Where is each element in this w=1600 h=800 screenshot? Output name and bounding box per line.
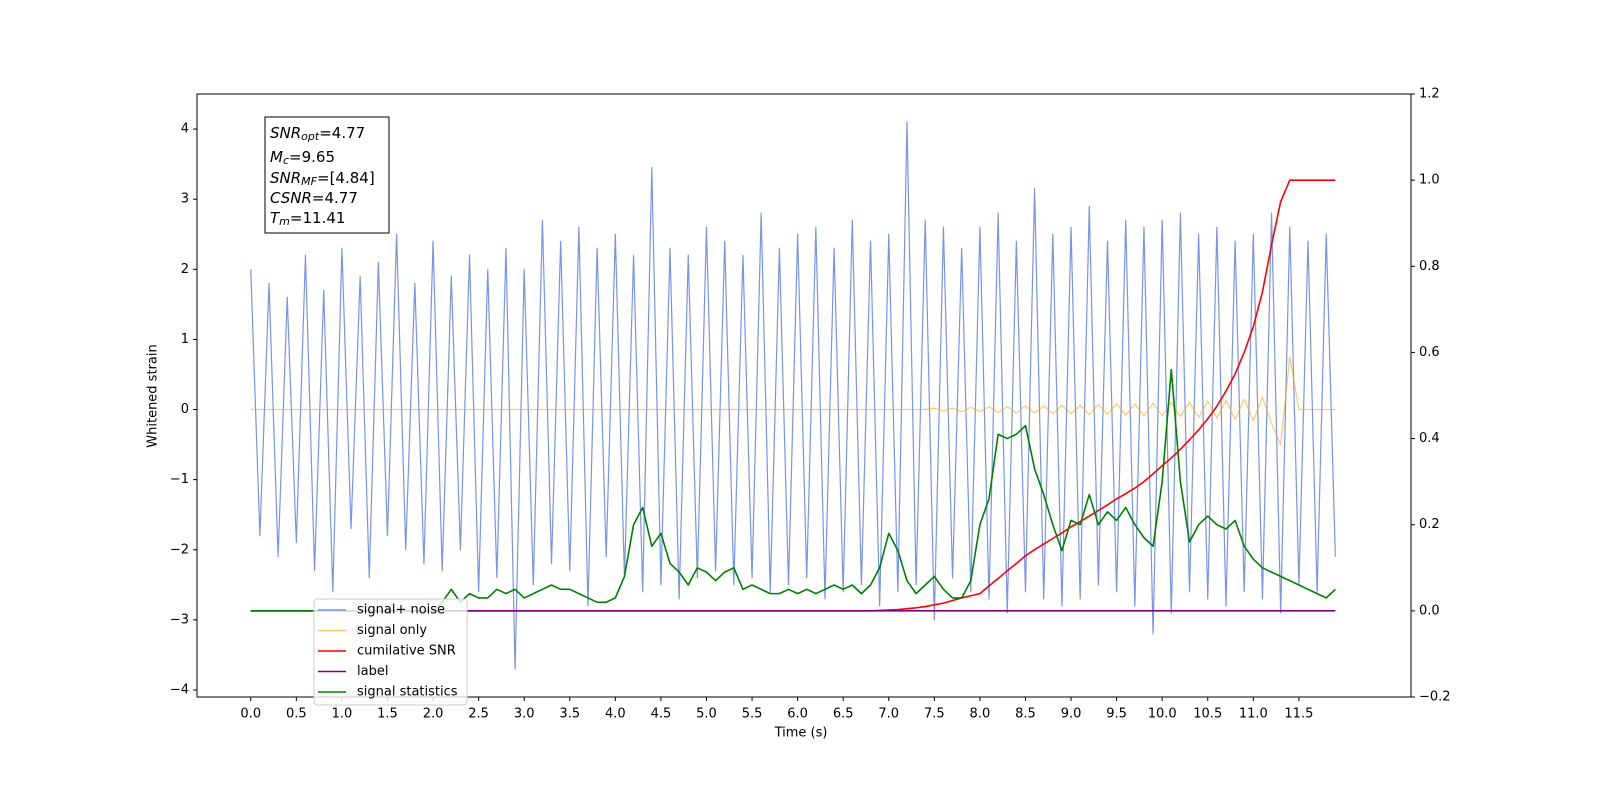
annotation-symbol: SNR: [270, 169, 301, 187]
x-tick-label: 6.5: [833, 707, 854, 722]
annotation-symbol: T: [270, 209, 281, 227]
x-tick-label: 6.0: [787, 707, 808, 722]
legend-box: [313, 598, 468, 706]
series-line: [250, 356, 1336, 446]
annotation-subscript: c: [283, 154, 289, 167]
x-tick-label: 0.5: [286, 707, 307, 722]
y-tick-label: −1: [170, 472, 189, 487]
x-axis-label: Time (s): [774, 726, 828, 741]
x-tick-label: 1.5: [377, 707, 398, 722]
y2-tick-label: 0.8: [1419, 259, 1440, 274]
y2-tick-label: −0.2: [1419, 690, 1451, 705]
x-tick-label: 9.5: [1106, 707, 1127, 722]
annotation-subscript: opt: [301, 130, 320, 143]
annotation-line: SNRopt=4.77: [270, 124, 365, 144]
y2-tick-label: 1.2: [1419, 87, 1440, 102]
x-tick-label: 7.5: [924, 707, 945, 722]
x-tick-label: 5.5: [742, 707, 763, 722]
y-tick-label: 0: [181, 402, 189, 417]
annotation-subscript: MF: [301, 175, 317, 188]
annotation-line: Mc=9.65: [270, 148, 335, 168]
annotation-symbol: SNR: [270, 124, 301, 142]
y2-tick-label: 0.6: [1419, 345, 1440, 360]
y-tick-label: 1: [181, 332, 189, 347]
annotation-value: =4.77: [312, 189, 358, 207]
legend-label: signal+ noise: [357, 603, 445, 618]
y-tick-label: −2: [170, 542, 189, 557]
annotation-box: [264, 116, 390, 234]
x-tick-label: 7.0: [878, 707, 899, 722]
x-tick-label: 4.5: [651, 707, 672, 722]
annotation-value: =11.41: [290, 209, 346, 227]
x-tick-label: 2.0: [423, 707, 444, 722]
annotation-line: CSNR=4.77: [270, 189, 358, 207]
y2-tick-label: 0.0: [1419, 603, 1440, 618]
annotation-line: SNRMF=[4.84]: [270, 169, 375, 189]
legend-label: signal only: [357, 623, 427, 638]
legend-label: label: [357, 664, 388, 679]
y2-tick-label: 0.4: [1419, 431, 1440, 446]
annotation-value: =9.65: [289, 148, 335, 166]
x-tick-label: 8.5: [1015, 707, 1036, 722]
x-tick-label: 10.5: [1193, 707, 1222, 722]
x-tick-label: 0.0: [240, 707, 261, 722]
annotation-line: Tm=11.41: [270, 209, 345, 229]
y2-tick-label: 1.0: [1419, 173, 1440, 188]
y-tick-label: 2: [181, 262, 189, 277]
x-tick-label: 8.0: [970, 707, 991, 722]
x-tick-label: 9.0: [1061, 707, 1082, 722]
y-axis-label: Whitened strain: [146, 344, 161, 447]
y2-tick-label: 0.2: [1419, 517, 1440, 532]
legend-label: cumilative SNR: [357, 644, 456, 659]
y-tick-label: −3: [170, 612, 189, 627]
annotation-value: =4.77: [319, 124, 365, 142]
x-tick-label: 1.0: [332, 707, 353, 722]
annotation-symbol: M: [270, 148, 283, 166]
y-tick-label: 4: [181, 122, 189, 137]
x-tick-label: 11.0: [1239, 707, 1268, 722]
x-tick-label: 10.0: [1148, 707, 1177, 722]
legend-label: signal statistics: [357, 685, 458, 700]
annotation-subscript: m: [279, 215, 290, 228]
y-tick-label: 3: [181, 192, 189, 207]
x-tick-label: 5.0: [696, 707, 717, 722]
x-tick-label: 4.0: [605, 707, 626, 722]
y-tick-label: −4: [170, 682, 189, 697]
x-tick-label: 3.0: [514, 707, 535, 722]
x-tick-label: 2.5: [468, 707, 489, 722]
x-tick-label: 3.5: [559, 707, 580, 722]
plot-frame: [196, 93, 1412, 698]
annotation-value: =[4.84]: [317, 169, 375, 187]
x-tick-label: 11.5: [1284, 707, 1313, 722]
annotation-symbol: CSNR: [270, 189, 312, 207]
